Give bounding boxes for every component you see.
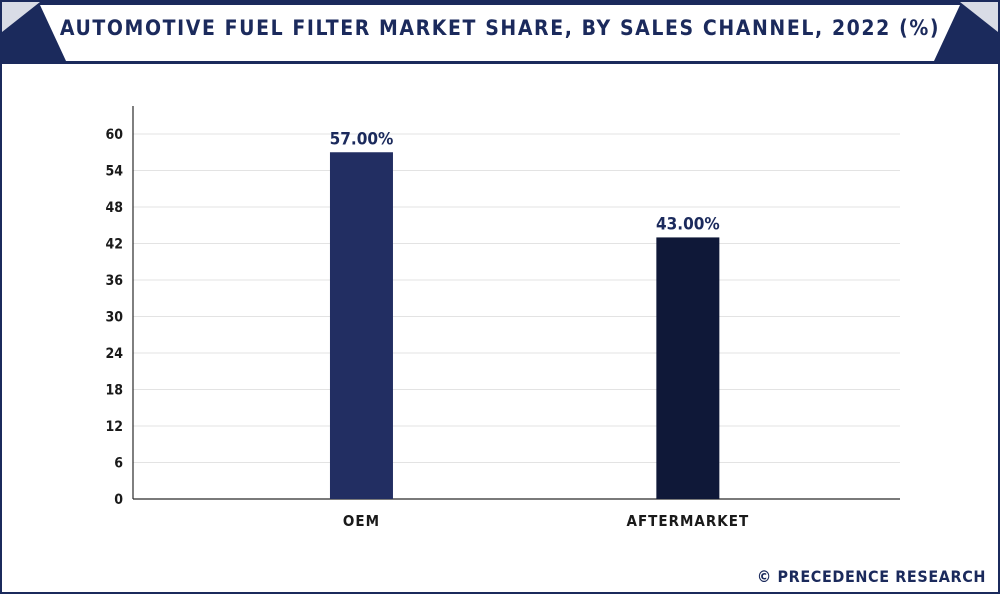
y-tick-label: 60 [105,127,123,143]
bar-aftermarket [656,237,720,499]
x-tick-label-oem: OEM [343,512,380,530]
y-tick-label: 0 [114,492,123,508]
data-label-oem: 57.00% [330,129,394,149]
chart-title: AUTOMOTIVE FUEL FILTER MARKET SHARE, BY … [59,16,941,40]
y-tick-label: 6 [114,456,123,472]
y-tick-label: 30 [105,310,123,326]
y-tick-label: 18 [105,383,123,399]
y-tick-label: 12 [105,419,123,435]
data-label-aftermarket: 43.00% [656,214,720,234]
y-tick-label: 36 [105,273,123,289]
title-header: AUTOMOTIVE FUEL FILTER MARKET SHARE, BY … [2,2,998,64]
y-tick-label: 54 [105,164,123,180]
y-tick-label: 42 [105,237,123,253]
x-tick-label-aftermarket: AFTERMARKET [627,512,750,530]
title-band [40,5,960,61]
y-tick-label: 48 [105,200,123,216]
source-credit: © PRECEDENCE RESEARCH [756,567,986,586]
bar-oem [329,152,393,499]
y-tick-label: 24 [105,346,123,362]
